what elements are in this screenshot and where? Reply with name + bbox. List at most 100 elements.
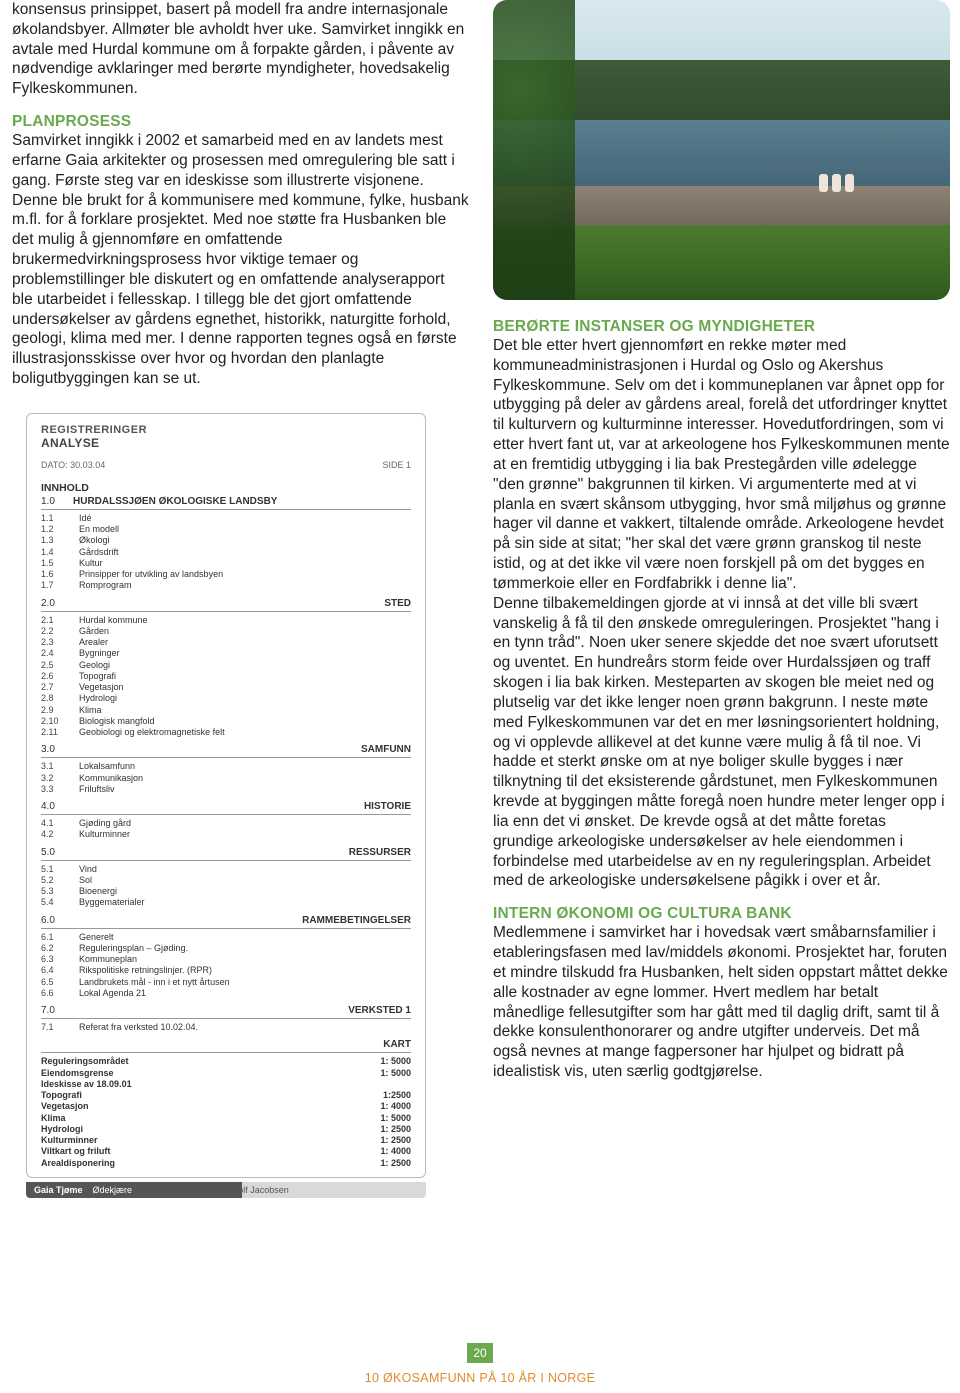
- reg-section-title: RESSURSER: [73, 847, 411, 858]
- reg-item-text: Klima: [79, 705, 102, 716]
- reg-kart-scale: 1: 4000: [380, 1101, 411, 1112]
- reg-item: 2.8Hydrologi: [41, 693, 411, 704]
- reg-item-text: Lokal Agenda 21: [79, 988, 146, 999]
- reg-item-num: 1.1: [41, 513, 73, 524]
- reg-kart-scale: 1: 5000: [380, 1056, 411, 1067]
- heading-planprosess: PLANPROSESS: [12, 113, 469, 131]
- reg-item-num: 2.7: [41, 682, 73, 693]
- planprosess-paragraph: Samvirket inngikk i 2002 et samarbeid me…: [12, 131, 469, 389]
- page-number: 20: [467, 1343, 493, 1363]
- reg-item-text: Kultur: [79, 558, 103, 569]
- reg-item-text: Landbrukets mål - inn i et nytt årtusen: [79, 977, 230, 988]
- reg-item: 1.2En modell: [41, 524, 411, 535]
- reg-item-num: 5.3: [41, 886, 73, 897]
- reg-item-text: Kommuneplan: [79, 954, 137, 965]
- reg-kart-name: Klima: [41, 1113, 66, 1124]
- berorte-paragraph-2: Denne tilbakemeldingen gjorde at vi inns…: [493, 594, 950, 891]
- reg-item: 6.2 Reguleringsplan – Gjøding.: [41, 943, 411, 954]
- reg-item-num: 5.2: [41, 875, 73, 886]
- reg-kart-name: Kulturminner: [41, 1135, 98, 1146]
- reg-item-num: 2.6: [41, 671, 73, 682]
- reg-item: 7.1Referat fra verksted 10.02.04.: [41, 1022, 411, 1033]
- reg-section-title: RAMMEBETINGELSER: [73, 915, 411, 926]
- reg-item: 2.4 Bygninger: [41, 648, 411, 659]
- reg-item-num: 2.2: [41, 626, 73, 637]
- reg-footer-arch: Siv.ark. Rolf Jacobsen: [200, 1185, 289, 1195]
- reg-item: 3.3Friluftsliv: [41, 784, 411, 795]
- reg-item-text: Bygninger: [79, 648, 120, 659]
- reg-kart-scale: 1: 2500: [380, 1124, 411, 1135]
- reg-item-text: Friluftsliv: [79, 784, 115, 795]
- reg-item-text: Bioenergi: [79, 886, 117, 897]
- reg-item-num: 2.1: [41, 615, 73, 626]
- reg-section: 2.0STED: [41, 598, 411, 612]
- reg-item-num: 6.2: [41, 943, 73, 954]
- reg-kart-row: Ideskisse av 18.09.01: [41, 1079, 411, 1090]
- reg-item-text: Rikspolitiske retningslinjer. (RPR): [79, 965, 212, 976]
- okonomi-paragraph: Medlemmene i samvirket har i hovedsak væ…: [493, 923, 950, 1082]
- reg-item: 2.2Gården: [41, 626, 411, 637]
- reg-kart-row: Arealdisponering1: 2500: [41, 1158, 411, 1169]
- reg-item-num: 5.4: [41, 897, 73, 908]
- reg-item-num: 6.5: [41, 977, 73, 988]
- reg-item-num: 1.4: [41, 547, 73, 558]
- reg-dato: DATO: 30.03.04: [41, 460, 105, 470]
- reg-item-num: 2.4: [41, 648, 73, 659]
- reg-kart-row: Kulturminner1: 2500: [41, 1135, 411, 1146]
- reg-item: 5.1Vind: [41, 864, 411, 875]
- reg-item-text: Reguleringsplan – Gjøding.: [79, 943, 188, 954]
- reg-section-title: VERKSTED 1: [73, 1005, 411, 1016]
- reg-kart-row: Topografi1:2500: [41, 1090, 411, 1101]
- reg-item: 1.4Gårdsdrift: [41, 547, 411, 558]
- reg-item-num: 6.3: [41, 954, 73, 965]
- reg-item-num: 2.5: [41, 660, 73, 671]
- reg-section: 7.0VERKSTED 1: [41, 1005, 411, 1019]
- reg-kart-label: KART: [41, 1039, 411, 1053]
- reg-side: SIDE 1: [382, 460, 411, 470]
- reg-title-registreringer: REGISTRERINGER: [41, 424, 411, 436]
- reg-footer: Gaia Tjøme Ødekjære 3145 Tjøme Siv.ark. …: [26, 1182, 426, 1198]
- reg-kart-name: Ideskisse av 18.09.01: [41, 1079, 132, 1090]
- reg-item: 2.9Klima: [41, 705, 411, 716]
- reg-kart-row: Eiendomsgrense1: 5000: [41, 1068, 411, 1079]
- reg-item-num: 1.2: [41, 524, 73, 535]
- landscape-photo: [493, 0, 950, 300]
- reg-item-text: Biologisk mangfold: [79, 716, 155, 727]
- reg-kart-name: Reguleringsområdet: [41, 1056, 129, 1067]
- reg-item: 4.1Gjøding gård: [41, 818, 411, 829]
- reg-kart-scale: 1: 4000: [380, 1146, 411, 1157]
- reg-item-text: Økologi: [79, 535, 110, 546]
- reg-kart-row: Hydrologi 1: 2500: [41, 1124, 411, 1135]
- reg-item-num: 3.2: [41, 773, 73, 784]
- reg-section-title: STED: [73, 598, 411, 609]
- reg-kart-name: Vegetasjon: [41, 1101, 89, 1112]
- reg-title-analyse: ANALYSE: [41, 436, 411, 450]
- reg-section: 1.0HURDALSSJØEN ØKOLOGISKE LANDSBY: [41, 496, 411, 510]
- reg-item: 2.10 Biologisk mangfold: [41, 716, 411, 727]
- reg-section-title: HISTORIE: [73, 801, 411, 812]
- reg-kart-name: Hydrologi: [41, 1124, 83, 1135]
- reg-section-idx: 6.0: [41, 915, 67, 926]
- reg-section: 6.0 RAMMEBETINGELSER: [41, 915, 411, 929]
- reg-item: 2.1Hurdal kommune: [41, 615, 411, 626]
- reg-kart-name: Arealdisponering: [41, 1158, 115, 1169]
- reg-item: 2.3Arealer: [41, 637, 411, 648]
- reg-section: 4.0HISTORIE: [41, 801, 411, 815]
- reg-item: 6.6Lokal Agenda 21: [41, 988, 411, 999]
- reg-item: 3.2Kommunikasjon: [41, 773, 411, 784]
- reg-item-text: Hydrologi: [79, 693, 117, 704]
- reg-section-idx: 3.0: [41, 744, 67, 755]
- reg-item: 2.6Topografi: [41, 671, 411, 682]
- reg-item-num: 2.10: [41, 716, 73, 727]
- reg-kart-row: Klima1: 5000: [41, 1113, 411, 1124]
- footer-text: 10 ØKOSAMFUNN PÅ 10 ÅR I NORGE: [365, 1371, 596, 1385]
- reg-item: 1.3Økologi: [41, 535, 411, 546]
- reg-item-num: 1.6: [41, 569, 73, 580]
- reg-item-num: 2.3: [41, 637, 73, 648]
- reg-item-num: 2.11: [41, 727, 73, 738]
- reg-item-num: 4.2: [41, 829, 73, 840]
- heading-okonomi: INTERN ØKONOMI OG CULTURA BANK: [493, 905, 950, 923]
- reg-item: 4.2Kulturminner: [41, 829, 411, 840]
- reg-item-text: Idé: [79, 513, 92, 524]
- reg-item-text: Byggematerialer: [79, 897, 145, 908]
